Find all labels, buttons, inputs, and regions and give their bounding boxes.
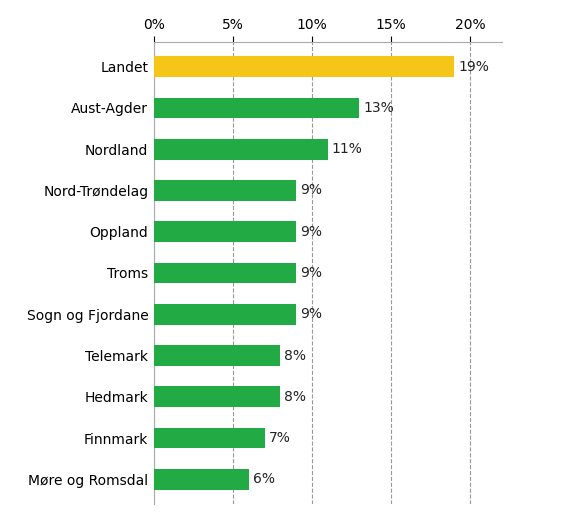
Text: 9%: 9% [300,307,322,321]
Bar [154,57,454,77]
Bar [154,262,296,284]
Text: 8%: 8% [284,390,306,404]
Text: 9%: 9% [300,225,322,239]
Bar [154,180,296,201]
Text: 11%: 11% [332,142,363,156]
Text: 13%: 13% [363,101,394,115]
Bar [154,428,264,448]
Text: 6%: 6% [253,472,275,486]
Text: 8%: 8% [284,349,306,362]
Text: 19%: 19% [458,60,489,74]
Bar [154,469,249,489]
Bar [154,304,296,324]
Text: 9%: 9% [300,184,322,197]
Text: 9%: 9% [300,266,322,280]
Bar [154,222,296,242]
Bar [154,386,280,407]
Text: 7%: 7% [268,431,290,445]
Bar [154,139,328,160]
Bar [154,98,359,118]
Bar [154,345,280,366]
